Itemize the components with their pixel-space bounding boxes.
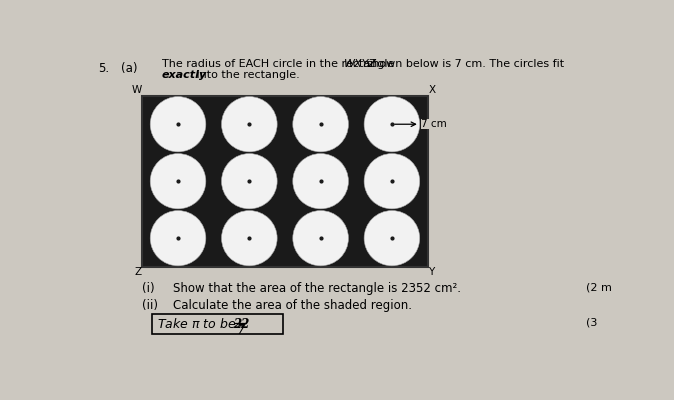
Text: (3: (3 xyxy=(586,318,598,328)
Text: X: X xyxy=(429,85,435,95)
Text: (a): (a) xyxy=(121,62,138,75)
Text: exactly: exactly xyxy=(162,70,207,80)
FancyBboxPatch shape xyxy=(152,314,284,334)
Circle shape xyxy=(150,96,206,152)
Text: The radius of EACH circle in the rectangle: The radius of EACH circle in the rectang… xyxy=(162,59,398,69)
Circle shape xyxy=(293,154,348,209)
Circle shape xyxy=(222,96,277,152)
Text: Y: Y xyxy=(429,268,435,278)
Text: 7 cm: 7 cm xyxy=(421,119,447,129)
Text: Show that the area of the rectangle is 2352 cm².: Show that the area of the rectangle is 2… xyxy=(173,282,462,295)
Text: 22: 22 xyxy=(233,318,249,330)
Circle shape xyxy=(222,210,277,266)
Circle shape xyxy=(293,210,348,266)
Text: (i): (i) xyxy=(142,282,155,295)
Text: 7: 7 xyxy=(237,324,245,337)
Circle shape xyxy=(364,96,420,152)
Bar xyxy=(142,96,427,267)
Text: (ii): (ii) xyxy=(142,299,158,312)
Text: Calculate the area of the shaded region.: Calculate the area of the shaded region. xyxy=(173,299,412,312)
Circle shape xyxy=(150,154,206,209)
Text: WXYZ: WXYZ xyxy=(344,59,377,69)
Circle shape xyxy=(293,96,348,152)
Text: W: W xyxy=(131,85,142,95)
Text: (2 m: (2 m xyxy=(586,282,612,292)
Text: Z: Z xyxy=(135,268,142,278)
Text: shown below is 7 cm. The circles fit: shown below is 7 cm. The circles fit xyxy=(363,59,564,69)
Text: into the rectangle.: into the rectangle. xyxy=(193,70,299,80)
Circle shape xyxy=(364,210,420,266)
Circle shape xyxy=(222,154,277,209)
Text: $Take\ \pi\ to\ be\ $: $Take\ \pi\ to\ be\ $ xyxy=(157,317,237,331)
Circle shape xyxy=(364,154,420,209)
Circle shape xyxy=(150,210,206,266)
Text: 5.: 5. xyxy=(98,62,109,75)
